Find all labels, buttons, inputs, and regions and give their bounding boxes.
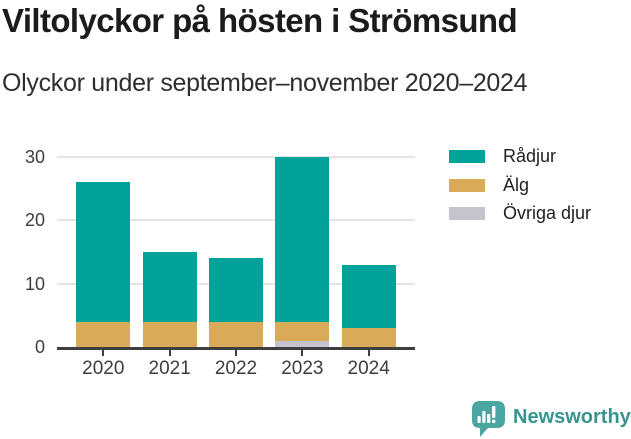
chart-title: Viltolyckor på hösten i Strömsund <box>2 2 518 39</box>
gridline <box>57 155 415 158</box>
legend-item: Övriga djur <box>449 203 591 223</box>
bar-segment-älg <box>76 321 131 347</box>
y-axis: 0 10 20 30 <box>0 146 45 356</box>
bar-segment-älg <box>209 321 263 347</box>
legend: Rådjur Älg Övriga djur <box>449 146 591 236</box>
legend-label: Rådjur <box>503 146 557 166</box>
bar-segment-älg <box>341 327 396 347</box>
gridline <box>57 219 415 222</box>
x-tick-mark <box>168 350 171 356</box>
bar-segment-rådjur <box>275 156 330 322</box>
x-axis: 2020 2021 2022 2023 2024 <box>57 358 415 382</box>
bar-segment-älg <box>275 321 330 341</box>
legend-swatch <box>449 207 485 220</box>
legend-label: Övriga djur <box>503 203 592 223</box>
y-tick-label: 30 <box>24 146 45 167</box>
x-tick-mark <box>235 350 237 356</box>
x-tick-label: 2022 <box>214 358 258 379</box>
bar-segment-rådjur <box>209 258 263 322</box>
x-tick-mark <box>301 350 304 356</box>
x-tick-mark <box>102 350 105 356</box>
y-tick-label: 20 <box>24 210 45 231</box>
bar-segment-rådjur <box>142 251 197 322</box>
newsworthy-bar-chart-bubble-icon <box>472 401 505 437</box>
x-tick-mark <box>367 350 370 356</box>
x-tick-label: 2023 <box>281 358 324 379</box>
bar-segment-rådjur <box>341 264 396 328</box>
x-tick-label: 2024 <box>347 358 390 379</box>
legend-item: Älg <box>449 175 591 195</box>
bar-segment-rådjur <box>76 182 131 322</box>
x-tick-label: 2021 <box>148 358 191 379</box>
chart-subtitle: Olyckor under september–november 2020–20… <box>2 69 528 97</box>
legend-swatch <box>449 150 485 163</box>
legend-label: Älg <box>503 174 530 195</box>
legend-swatch <box>449 178 485 192</box>
bar-segment-älg <box>142 321 197 347</box>
newsworthy-logo[interactable]: Newsworthy <box>472 401 631 437</box>
x-tick-label: 2020 <box>82 358 125 379</box>
y-tick-label: 10 <box>24 273 45 294</box>
bar-segment-övriga-djur <box>275 340 330 347</box>
legend-item: Rådjur <box>449 146 591 166</box>
newsworthy-wordmark: Newsworthy <box>513 406 631 428</box>
plot-area <box>57 147 415 356</box>
y-tick-label: 0 <box>34 337 45 357</box>
